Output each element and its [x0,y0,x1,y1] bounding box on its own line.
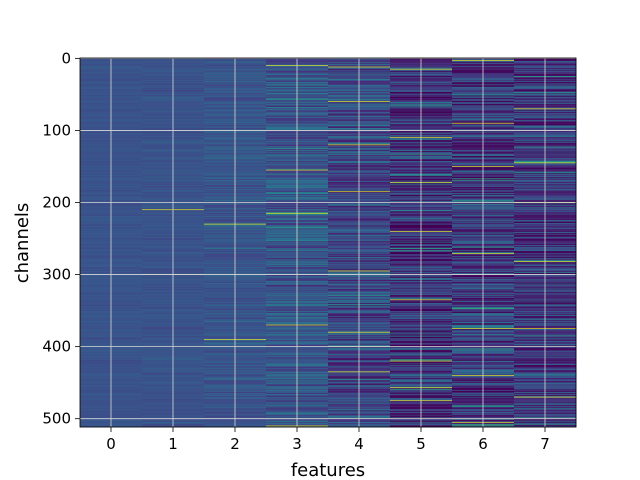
y-tick-label: 200 [42,194,71,212]
y-axis-ticks: 0 100 200 300 400 500 [42,49,80,428]
x-tick-label: 4 [354,435,364,453]
x-tick-label: 1 [168,435,178,453]
x-tick-label: 7 [540,435,550,453]
x-tick-label: 0 [106,435,116,453]
heatmap-cells [80,58,577,428]
y-axis-label: channels [12,203,33,284]
y-tick-label: 500 [42,410,71,428]
y-tick-label: 300 [42,266,71,284]
y-tick-label: 400 [42,338,71,356]
x-tick-label: 2 [230,435,240,453]
x-tick-label: 6 [478,435,488,453]
x-tick-label: 3 [292,435,302,453]
x-axis-ticks: 0 1 2 3 4 5 6 7 [106,427,550,453]
x-axis-label: features [291,460,365,480]
x-tick-label: 5 [416,435,426,453]
axes-frame [79,57,577,428]
y-tick-label: 100 [42,121,71,139]
grid-lines [80,57,576,427]
y-tick-label: 0 [61,49,71,67]
